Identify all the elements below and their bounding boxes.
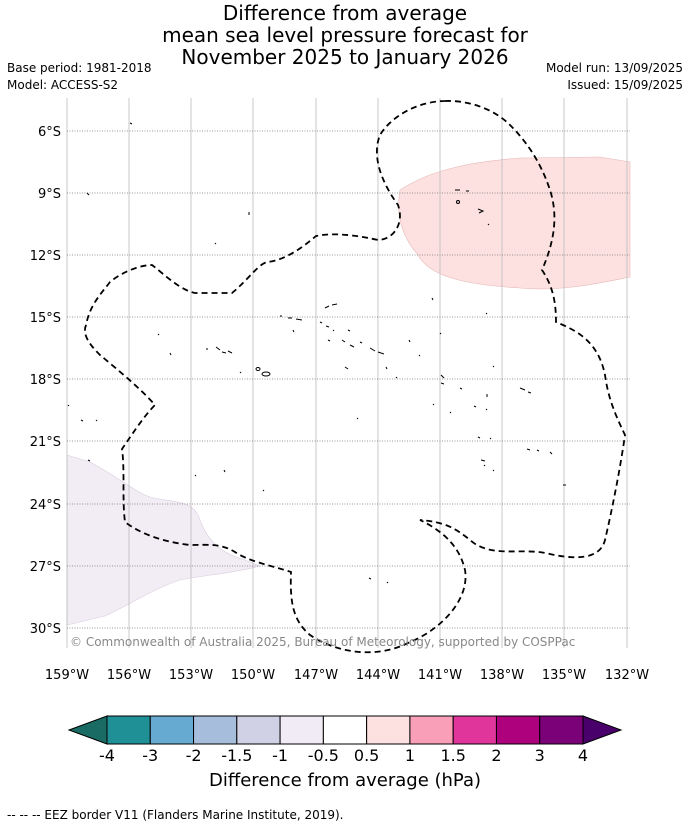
lat-label: 9°S — [38, 187, 61, 202]
lon-label: 135°W — [542, 668, 586, 683]
lat-label: 6°S — [38, 125, 61, 140]
colorbar-extend-high — [582, 715, 623, 745]
colorbar-label: Difference from average (hPa) — [208, 770, 482, 791]
lat-label: 24°S — [30, 498, 61, 513]
colorbar-tick-label: 0.5 — [354, 746, 379, 765]
colorbar-swatch — [409, 715, 454, 745]
lat-label: 21°S — [30, 435, 61, 450]
issued-date: Issued: 15/09/2025 — [567, 78, 683, 92]
colorbar-tick-label: 4 — [578, 746, 588, 765]
islands — [67, 122, 566, 584]
colorbar-swatch — [193, 715, 238, 745]
lon-label: 153°W — [169, 668, 213, 683]
colorbar-extend-low — [67, 715, 108, 745]
colorbar-tick-label: 2 — [491, 746, 501, 765]
colorbar — [67, 715, 623, 745]
lon-label: 156°W — [107, 668, 151, 683]
lat-labels: 6°S 9°S 12°S 15°S 18°S 21°S 24°S 27°S 30… — [30, 125, 61, 637]
colorbar-tick-label: 1 — [405, 746, 415, 765]
colorbar-swatch — [149, 715, 195, 745]
copyright-note: © Commonwealth of Australia 2025, Bureau… — [70, 635, 575, 649]
title-line-1: Difference from average — [222, 1, 468, 25]
lat-label: 12°S — [30, 249, 61, 264]
colorbar-swatch — [236, 715, 281, 745]
colorbar-swatch — [366, 715, 411, 745]
eez-border — [84, 100, 626, 654]
colorbar-tick-label: -1.5 — [221, 746, 252, 765]
lon-label: 150°W — [231, 668, 275, 683]
colorbar-tick-label: -0.5 — [308, 746, 339, 765]
colorbar-swatch — [106, 715, 151, 745]
colorbar-tick-label: 1.5 — [440, 746, 465, 765]
colorbar-tick-label: -2 — [186, 746, 202, 765]
colorbar-swatch — [452, 715, 497, 745]
lon-labels: 159°W 156°W 153°W 150°W 147°W 144°W 141°… — [45, 668, 649, 683]
lat-label: 30°S — [30, 622, 61, 637]
footnote: -- -- -- EEZ border V11 (Flanders Marine… — [7, 808, 344, 822]
colorbar-tick-label: -3 — [142, 746, 158, 765]
base-period: Base period: 1981-2018 — [7, 61, 152, 75]
lon-label: 138°W — [480, 668, 524, 683]
meta-left: Base period: 1981-2018 Model: ACCESS-S2 — [7, 60, 152, 94]
title-line-2: mean sea level pressure forecast for — [162, 23, 528, 47]
colorbar-swatch — [322, 715, 368, 745]
lon-label: 141°W — [418, 668, 462, 683]
colorbar-swatch — [539, 715, 584, 745]
lon-label: 159°W — [45, 668, 89, 683]
title-line-3: November 2025 to January 2026 — [181, 45, 509, 69]
chart-title: Difference from average mean sea level p… — [0, 2, 690, 68]
positive-anomaly-region — [398, 156, 631, 290]
colorbar-tick-label: -1 — [272, 746, 288, 765]
colorbar-tick-label: -4 — [99, 746, 115, 765]
colorbar-ticks: -4 -3 -2 -1.5 -1 -0.5 0.5 1 1.5 2 3 4 — [99, 746, 588, 765]
colorbar-swatch — [495, 715, 541, 745]
lon-label: 132°W — [605, 668, 649, 683]
colorbar-tick-label: 3 — [535, 746, 545, 765]
lat-label: 27°S — [30, 560, 61, 575]
model-run: Model run: 13/09/2025 — [545, 61, 683, 75]
lat-label: 18°S — [30, 373, 61, 388]
lon-label: 144°W — [356, 668, 400, 683]
lon-label: 147°W — [294, 668, 338, 683]
model-name: Model: ACCESS-S2 — [7, 78, 119, 92]
meta-right: Model run: 13/09/2025 Issued: 15/09/2025 — [546, 60, 683, 94]
grid-lon — [66, 98, 628, 648]
lat-label: 15°S — [30, 311, 61, 326]
colorbar-swatch — [279, 715, 324, 745]
